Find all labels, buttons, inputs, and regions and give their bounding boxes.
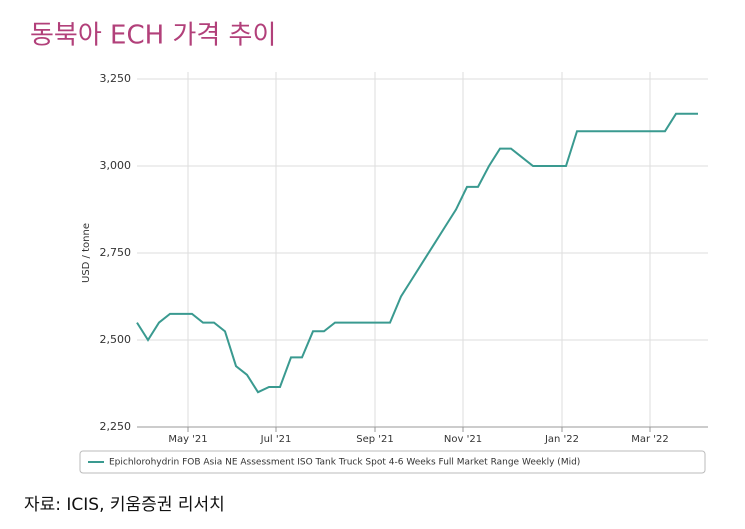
source-note: 자료: ICIS, 키움증권 리서치 [24,495,225,515]
x-tick-label: May '21 [168,434,207,445]
y-tick-label: 2,250 [100,420,132,433]
legend-box [79,450,706,474]
x-tick-label: Mar '22 [631,434,669,445]
y-tick-label: 3,250 [100,72,132,85]
x-tick-label: Jul '21 [260,434,292,445]
chart-title: 동북아 ECH 가격 추이 [30,21,276,51]
legend-label: Epichlorohydrin FOB Asia NE Assessment I… [109,458,580,468]
y-tick-label: 2,500 [100,333,132,346]
y-tick-label: 2,750 [100,246,132,259]
y-tick-label: 3,000 [100,159,132,172]
y-axis-label: USD / tonne [81,223,92,283]
series-line [136,112,698,394]
x-tick-label: Jan '22 [544,434,579,445]
x-tick-label: Nov '21 [444,434,482,445]
x-tick-label: Sep '21 [356,434,394,445]
